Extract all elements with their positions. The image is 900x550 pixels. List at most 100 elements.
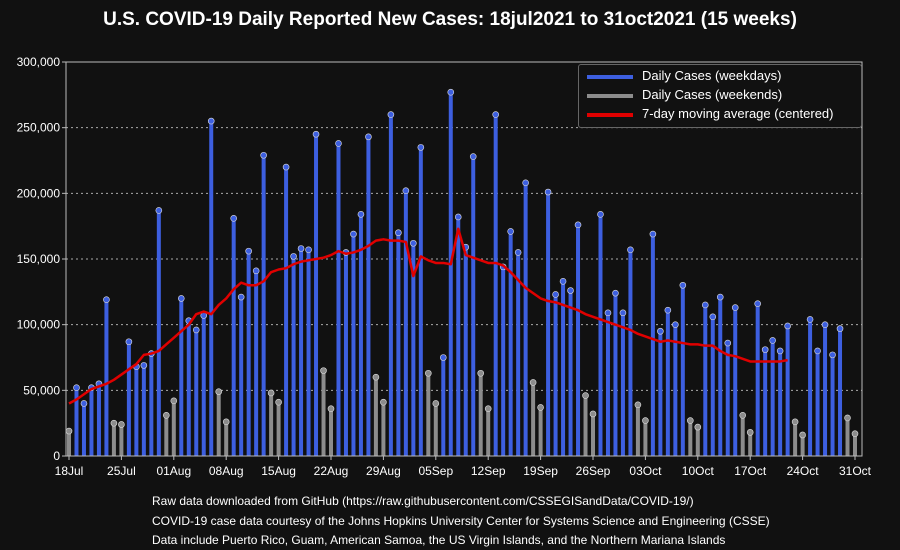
weekday-bar-cap (387, 111, 395, 118)
weekday-bar (201, 315, 206, 456)
weekday-bar (763, 349, 768, 456)
weekend-bar (635, 404, 640, 456)
weekend-bar (119, 424, 124, 456)
weekday-bar (613, 293, 618, 456)
x-tick-label: 08Aug (209, 464, 244, 478)
weekday-bar-cap (192, 326, 200, 334)
weekday-bar-cap (544, 188, 552, 196)
weekday-bar-cap (252, 267, 260, 275)
weekday-bar-cap (612, 289, 619, 297)
weekday-bar-cap (814, 347, 821, 355)
weekend-bar (111, 423, 116, 456)
weekday-bar-cap (282, 163, 290, 171)
weekday-bar-cap (207, 117, 215, 125)
weekday-bar (403, 190, 408, 456)
x-tick-label: 19Sep (523, 464, 558, 478)
weekday-bar (493, 114, 498, 457)
weekday-bar (239, 297, 244, 456)
legend-item-moving-average: 7-day moving average (centered) (587, 106, 857, 124)
weekday-bar (299, 248, 304, 456)
weekend-bar (695, 427, 700, 456)
weekend-bar-cap (844, 414, 851, 422)
x-tick-label: 18Jul (55, 464, 84, 478)
weekend-bar (329, 408, 333, 456)
weekend-bar (276, 402, 281, 456)
weekend-bar (583, 395, 588, 456)
weekday-bar (463, 247, 468, 456)
weekday-bar (306, 249, 311, 456)
weekday-bar (291, 256, 296, 456)
weekday-bar (314, 134, 319, 456)
weekend-bar-cap (425, 369, 432, 377)
weekend-bar-cap (634, 401, 642, 409)
x-tick-label: 25Jul (107, 464, 136, 478)
weekday-bar (778, 350, 783, 456)
weekday-bar (561, 281, 566, 456)
weekday-bar-cap (679, 281, 687, 289)
weekday-bar-cap (731, 304, 739, 311)
weekday-bar-cap (245, 247, 252, 255)
x-tick-label: 29Aug (366, 464, 401, 478)
weekday-bar-cap (574, 221, 582, 229)
weekday-bar-cap (657, 327, 664, 335)
weekend-bar-cap (537, 404, 544, 411)
weekday-bar-cap (395, 229, 402, 237)
weekend-bar-cap (275, 398, 282, 406)
weekday-bar (620, 312, 625, 456)
weekend-bar-cap (65, 427, 73, 435)
weekday-bar (418, 147, 423, 456)
weekday-bar-cap (559, 278, 567, 285)
weekday-bar (156, 210, 161, 456)
weekday-bar (411, 243, 416, 456)
legend-label-weekends: Daily Cases (weekends) (642, 87, 783, 102)
weekday-bar-cap (821, 321, 829, 328)
weekday-bar-cap (806, 316, 814, 323)
legend-swatch-weekdays (587, 75, 633, 79)
weekday-bar (89, 387, 94, 456)
weekday-bar-cap (701, 301, 709, 309)
weekday-bar-cap (335, 140, 342, 147)
weekday-bar (134, 366, 139, 456)
weekend-bar (433, 403, 438, 456)
weekday-bar (605, 312, 610, 456)
weekend-bar-cap (267, 389, 275, 397)
weekday-bar (351, 234, 356, 456)
weekend-bar (740, 415, 745, 456)
weekday-bar (448, 92, 453, 456)
weekday-bar (366, 136, 371, 457)
weekday-bar (261, 155, 266, 456)
weekday-bar (650, 234, 655, 456)
weekday-bar-cap (784, 322, 791, 330)
weekend-bar (373, 377, 378, 456)
moving-average-line (68, 227, 788, 405)
x-tick-label: 12Sep (471, 464, 506, 478)
weekend-bar (845, 417, 850, 456)
x-tick-label: 24Oct (787, 464, 820, 478)
weekday-bar-cap (357, 211, 365, 218)
weekday-bar-cap (829, 351, 836, 359)
weekday-bar-cap (125, 338, 133, 346)
y-tick-label: 200,000 (17, 186, 61, 200)
weekday-bar (388, 114, 393, 457)
weekday-bar (74, 387, 79, 456)
weekday-bar-cap (776, 347, 784, 355)
weekday-bar-cap (567, 287, 574, 294)
weekday-bar-cap (402, 187, 410, 195)
weekday-bar (568, 290, 573, 456)
weekday-bar-cap (492, 111, 499, 118)
weekday-bar (358, 214, 363, 456)
weekday-bar (284, 167, 289, 457)
weekday-bar (546, 192, 551, 456)
legend-label-weekdays: Daily Cases (weekdays) (642, 68, 782, 83)
x-tick-label: 05Sep (418, 464, 453, 478)
weekday-bar (665, 310, 670, 456)
weekend-bar-cap (372, 373, 380, 381)
x-tick-label: 01Aug (156, 464, 191, 478)
weekday-bar (598, 214, 603, 456)
weekday-bar-cap (312, 130, 320, 138)
weekday-bar-cap (447, 88, 455, 96)
weekday-bar (96, 383, 101, 456)
weekend-bar (321, 370, 326, 456)
weekday-bar (808, 319, 813, 456)
weekend-bar (793, 421, 798, 456)
